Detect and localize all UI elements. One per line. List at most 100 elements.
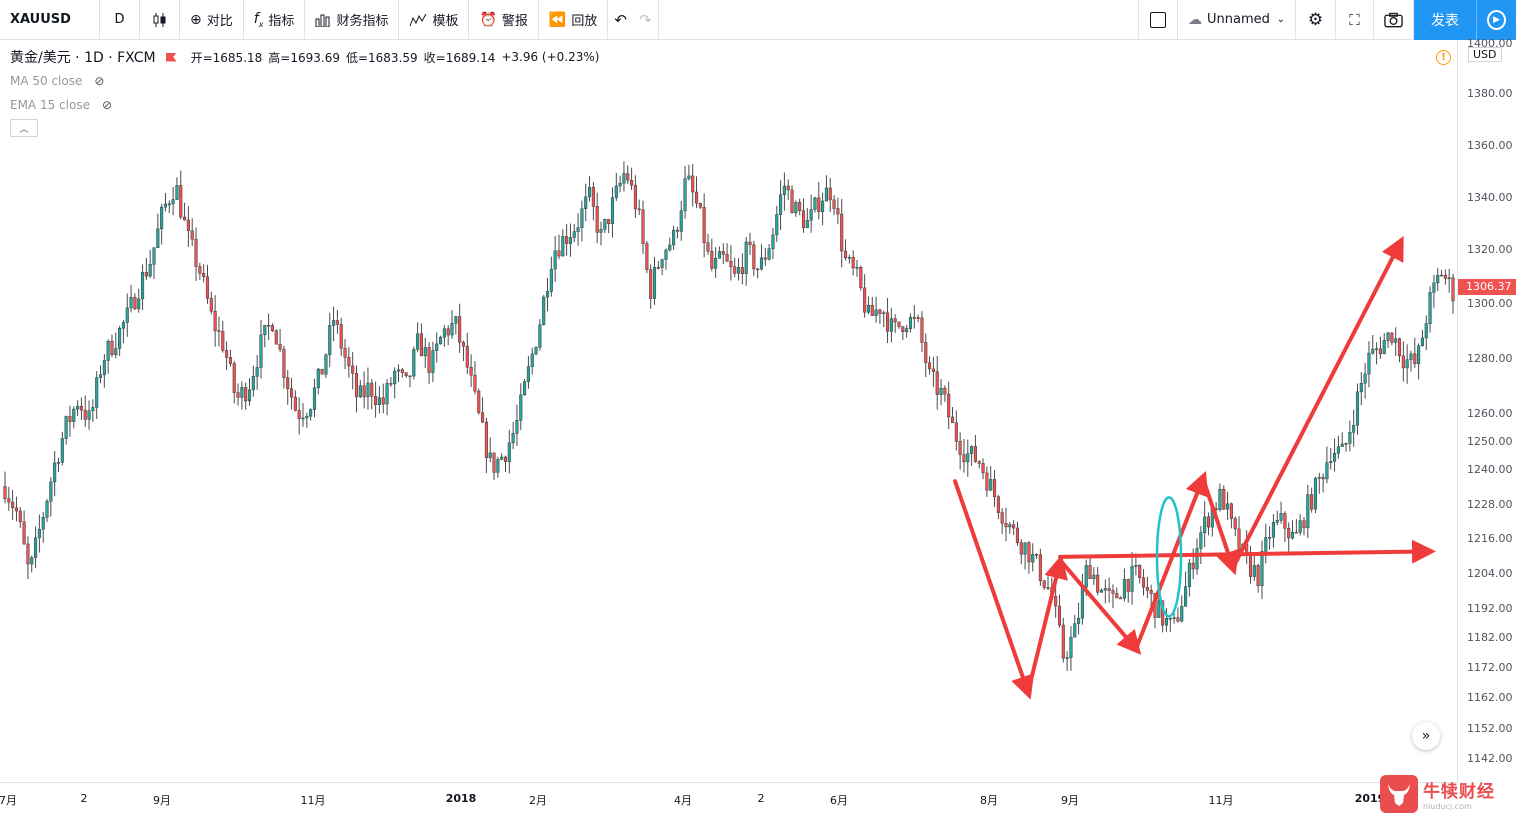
candle-body bbox=[905, 328, 909, 333]
candle-body bbox=[41, 517, 45, 530]
candle-body bbox=[454, 316, 458, 324]
collapse-legend-button[interactable]: ︿ bbox=[10, 119, 38, 137]
settings-button[interactable]: ⚙ bbox=[1296, 0, 1336, 40]
watermark-name: 牛犊财经 bbox=[1423, 782, 1495, 802]
candle-body bbox=[129, 296, 133, 309]
candle-body bbox=[614, 185, 618, 198]
candle-body bbox=[114, 348, 118, 355]
time-tick-label: 8月 bbox=[980, 794, 998, 807]
candle-body bbox=[1237, 528, 1241, 551]
candle-body bbox=[503, 456, 508, 462]
candle-body bbox=[22, 521, 26, 545]
price-tick-label: 1204.00 bbox=[1467, 567, 1513, 580]
candle-body bbox=[30, 557, 34, 565]
candle-body bbox=[1336, 446, 1340, 454]
fullscreen-layout-button[interactable] bbox=[1138, 0, 1178, 40]
fullscreen-button[interactable]: ⛶ bbox=[1336, 0, 1374, 40]
chart-type-button[interactable] bbox=[140, 0, 180, 40]
compare-button[interactable]: ⊕ 对比 bbox=[180, 0, 244, 40]
candle-body bbox=[278, 343, 282, 350]
price-tick-label: 1240.00 bbox=[1467, 463, 1513, 476]
trend-arrow bbox=[1058, 539, 1436, 564]
candle-body bbox=[1436, 274, 1440, 284]
candle-body bbox=[1099, 589, 1104, 593]
ellipse-annotation bbox=[1155, 496, 1183, 618]
alerts-button[interactable]: ⏰ 警报 bbox=[469, 0, 539, 40]
candle-body bbox=[752, 244, 756, 270]
candle-body bbox=[1306, 494, 1310, 529]
candle-body bbox=[358, 385, 362, 398]
candle-body bbox=[694, 191, 699, 204]
layout-name-dropdown[interactable]: ☁ Unnamed ⌄ bbox=[1178, 0, 1296, 40]
templates-button[interactable]: 模板 bbox=[399, 0, 470, 40]
candle-body bbox=[1031, 554, 1035, 563]
candle-body bbox=[1164, 617, 1169, 626]
candle-body bbox=[729, 260, 733, 268]
candle-body bbox=[148, 264, 152, 277]
candle-body bbox=[301, 417, 305, 420]
candle-body bbox=[1428, 292, 1432, 324]
time-tick-label: 4月 bbox=[674, 794, 692, 807]
candle-body bbox=[1180, 606, 1184, 622]
candle-body bbox=[756, 268, 760, 271]
candle-body bbox=[1229, 503, 1233, 519]
candle-body bbox=[125, 307, 129, 323]
replay-button[interactable]: ⏪ 回放 bbox=[539, 0, 609, 40]
watermark-text: 牛犊财经 niuducj.com bbox=[1423, 777, 1495, 811]
candle-body bbox=[412, 349, 416, 377]
time-axis[interactable]: 7月 2 9月 11月 2018 2月 4月 2 6月 8月 9月 11月 2019 bbox=[0, 782, 1457, 820]
candle-body bbox=[232, 363, 236, 393]
candle-body bbox=[668, 244, 672, 251]
candle-body bbox=[950, 416, 955, 424]
candle-body bbox=[160, 206, 164, 230]
candle-body bbox=[943, 387, 947, 395]
candle-body bbox=[461, 342, 466, 347]
candle-body bbox=[1042, 580, 1046, 588]
interval-button[interactable]: D bbox=[100, 0, 140, 40]
indicator-legend-ema[interactable]: EMA 15 close ⊘ bbox=[10, 95, 605, 115]
candle-body bbox=[740, 267, 744, 274]
publish-button[interactable]: 发表 bbox=[1414, 0, 1476, 40]
candle-body bbox=[320, 368, 324, 375]
eye-hidden-icon[interactable]: ⊘ bbox=[94, 74, 105, 88]
candle-body bbox=[737, 267, 741, 274]
candle-body bbox=[492, 452, 496, 473]
candle-body bbox=[843, 250, 848, 259]
candle-body bbox=[1111, 590, 1115, 594]
indicator-legend-ma[interactable]: MA 50 close ⊘ bbox=[10, 71, 605, 91]
flag-icon[interactable] bbox=[165, 52, 177, 62]
candle-body bbox=[442, 328, 446, 338]
symbol-search-button[interactable]: XAUUSD bbox=[0, 0, 100, 40]
eye-hidden-icon[interactable]: ⊘ bbox=[101, 98, 113, 112]
function-icon: fx bbox=[253, 10, 264, 29]
candle-body bbox=[76, 405, 80, 410]
candle-body bbox=[110, 340, 114, 355]
redo-button[interactable]: ↷ bbox=[633, 0, 659, 40]
currency-label[interactable]: USD bbox=[1468, 47, 1502, 62]
templates-icon bbox=[409, 13, 427, 26]
candle-body bbox=[1023, 542, 1027, 555]
snapshot-button[interactable] bbox=[1374, 0, 1414, 40]
candle-body bbox=[1061, 624, 1065, 659]
scroll-to-realtime-button[interactable]: » bbox=[1412, 722, 1440, 750]
indicators-button[interactable]: fx 指标 bbox=[244, 0, 306, 40]
candle-body bbox=[603, 219, 607, 230]
candle-body bbox=[633, 184, 637, 210]
candle-body bbox=[1417, 345, 1421, 365]
candle-body bbox=[366, 382, 370, 398]
warning-icon[interactable]: ! bbox=[1436, 50, 1451, 65]
candle-body bbox=[1329, 461, 1333, 463]
candle-body bbox=[847, 257, 851, 259]
chevron-up-icon: ︿ bbox=[19, 124, 29, 135]
price-axis[interactable]: USD 1400.00 1380.00 1360.00 1340.00 1320.00 1… bbox=[1457, 37, 1516, 782]
candle-body bbox=[1344, 443, 1348, 445]
undo-button[interactable]: ↶ bbox=[608, 0, 633, 40]
price-chart[interactable] bbox=[0, 40, 1457, 782]
play-button[interactable]: ▶ bbox=[1476, 0, 1516, 40]
financials-button[interactable]: 财务指标 bbox=[305, 0, 400, 40]
candle-body bbox=[981, 463, 985, 474]
candle-body bbox=[500, 456, 504, 460]
candle-body bbox=[14, 507, 19, 512]
candle-body bbox=[786, 185, 790, 191]
candle-body bbox=[255, 367, 259, 377]
